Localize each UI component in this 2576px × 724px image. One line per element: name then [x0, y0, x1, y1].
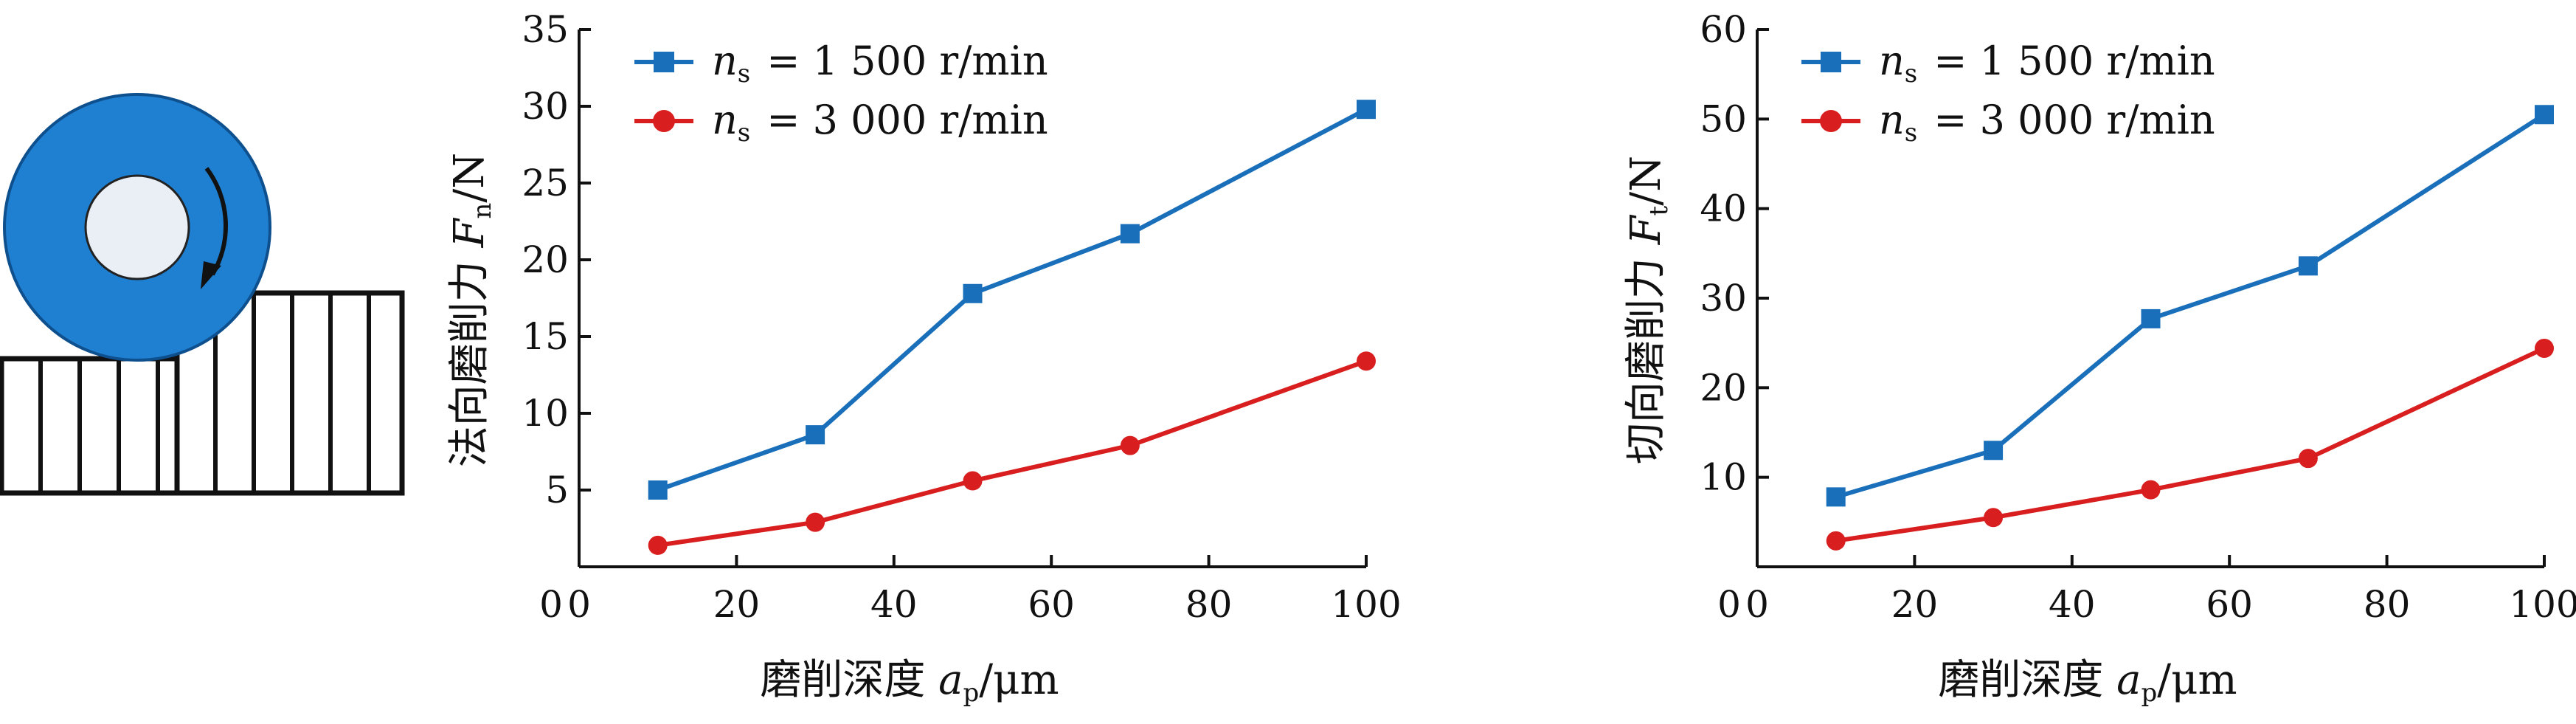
legend-marker-3000 [1820, 110, 1842, 132]
y-tick-label: 5 [545, 469, 569, 511]
legend-label-3000: ns = 3 000 r/min [712, 97, 1048, 148]
series-line [1835, 346, 2546, 543]
data-point-circle [1826, 531, 1846, 551]
data-point-square [2298, 256, 2318, 276]
x-tick-label: 0 [567, 583, 591, 626]
chart-normal-force: 0 20 40 60 80 100 5 10 15 20 25 30 35 0 ns = 1 500 r/m… [446, 8, 1402, 708]
y-tick-label: 10 [522, 392, 569, 435]
y-tick-label: 20 [522, 238, 569, 281]
data-point-circle [1120, 435, 1140, 455]
data-point-circle [2535, 338, 2554, 358]
y-tick-label: 15 [522, 315, 569, 358]
legend-label-3000: ns = 3 000 r/min [1879, 97, 2215, 148]
data-point-square [2535, 105, 2554, 125]
y-tick-label: 25 [522, 162, 569, 204]
legend-label-1500: ns = 1 500 r/min [712, 38, 1048, 89]
data-point-square [1826, 487, 1846, 507]
x-tick-label: 40 [870, 583, 918, 626]
x-tick-label: 100 [1331, 583, 1401, 626]
x-tick-label: 100 [2509, 583, 2576, 626]
x-tick-label: 80 [1185, 583, 1233, 626]
y-tick-label: 30 [522, 85, 569, 128]
y-tick-label: 10 [1700, 456, 1747, 499]
data-point-square [806, 425, 825, 445]
y-tick-label: 20 [1700, 366, 1747, 409]
x-axis-title-1: 磨削深度 ap/μm [760, 656, 1059, 708]
x-tick-label: 20 [1891, 583, 1939, 626]
data-point-circle [2141, 480, 2161, 500]
legend-marker-3000 [653, 110, 675, 132]
rotation-arrow-icon [201, 167, 228, 289]
y-tick-label: 50 [1700, 97, 1747, 140]
data-point-square [648, 480, 668, 500]
plot-area-1: 0 20 40 60 80 100 5 10 15 20 25 30 35 0 [522, 8, 1401, 626]
y-tick-label: 60 [1700, 8, 1747, 51]
x-axis-title-2: 磨削深度 ap/μm [1938, 656, 2237, 708]
series-line [657, 107, 1368, 492]
data-point-square [963, 283, 983, 303]
data-point-square [1984, 441, 2004, 461]
plot-area-2: 0 20 40 60 80 100 10 20 30 40 50 60 0 [1700, 8, 2576, 626]
x-tick-label: 60 [1028, 583, 1075, 626]
data-point-circle [1984, 508, 2004, 528]
data-point-circle [2298, 449, 2318, 469]
data-point-square [2141, 308, 2161, 328]
grinding-schematic [0, 93, 405, 496]
legend-1: ns = 1 500 r/min ns = 3 000 r/min [634, 38, 1048, 148]
data-point-circle [1357, 351, 1376, 371]
y-tick-label: 30 [1700, 277, 1747, 320]
x-tick-label: 40 [2049, 583, 2096, 626]
legend-label-1500: ns = 1 500 r/min [1879, 38, 2215, 89]
y-axis-title-1: 法向磨削力 Fn/N [446, 153, 497, 467]
origin-label: 0 [1717, 583, 1741, 626]
y-axis-title-2: 切向磨削力 Ft/N [1622, 156, 1674, 464]
y-tick-label: 40 [1700, 187, 1747, 230]
data-point-square [1357, 100, 1376, 120]
y-tick-label: 35 [522, 8, 569, 51]
grinding-wheel-icon [3, 93, 271, 362]
chart-tangential-force: 0 20 40 60 80 100 10 20 30 40 50 60 0 ns = 1 500 r/mi… [1622, 8, 2576, 708]
legend-marker-1500 [1821, 52, 1841, 72]
origin-label: 0 [539, 583, 563, 626]
data-point-circle [806, 512, 825, 532]
data-point-circle [963, 471, 983, 491]
x-tick-label: 60 [2206, 583, 2253, 626]
legend-2: ns = 1 500 r/min ns = 3 000 r/min [1801, 38, 2215, 148]
series-line [1835, 112, 2546, 500]
data-point-circle [648, 535, 668, 555]
legend-marker-1500 [654, 52, 674, 72]
data-point-square [1120, 224, 1140, 244]
x-tick-label: 80 [2364, 583, 2411, 626]
x-tick-label: 20 [713, 583, 761, 626]
x-tick-label: 0 [1745, 583, 1769, 626]
